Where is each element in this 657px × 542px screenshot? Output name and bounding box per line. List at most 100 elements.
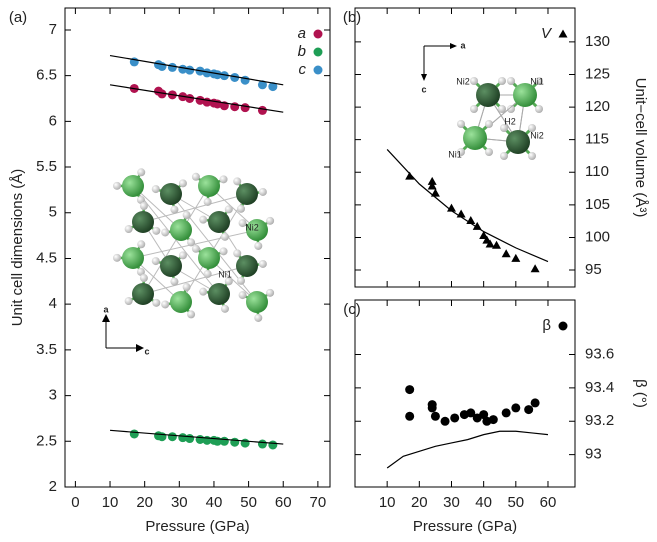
hydrogen [233, 177, 242, 186]
hydrogen [136, 195, 145, 204]
legend-label: b [298, 43, 306, 60]
data-point [230, 72, 240, 82]
hydrogen [178, 179, 187, 188]
hydrogen [182, 211, 191, 220]
nickel [170, 291, 192, 313]
annotation: Ni2 [530, 130, 544, 140]
nickel [236, 255, 258, 277]
hydrogen [170, 205, 179, 214]
y-tick-label: 3.5 [36, 341, 57, 358]
annotation: Ni1 [218, 269, 232, 279]
y-tick-label: 93.4 [585, 379, 614, 396]
nickel [160, 183, 182, 205]
legend-marker [313, 65, 323, 75]
hydrogen [470, 77, 478, 85]
x-tick-label: 60 [275, 494, 292, 511]
hydrogen [457, 120, 465, 128]
y-tick-label: 2.5 [36, 432, 57, 449]
nickel [208, 211, 230, 233]
x-axis-label: Pressure (GPa) [145, 518, 249, 535]
hydrogen [191, 172, 200, 181]
hydrogen [187, 238, 196, 247]
data-point [219, 71, 229, 81]
x-tick-label: 20 [411, 494, 428, 511]
hydrogen [161, 300, 170, 309]
y-tick-label: 93.6 [585, 346, 614, 363]
y-tick-label: 6 [49, 112, 57, 129]
y-tick-label: 95 [585, 261, 602, 278]
data-point [167, 62, 177, 72]
annotation: Ni2 [245, 222, 259, 232]
plot-frame [64, 7, 331, 488]
y-tick-label: 100 [585, 228, 610, 245]
hydrogen [161, 228, 170, 237]
data-point [185, 65, 195, 75]
legend-label: V [541, 25, 553, 42]
nickel [198, 247, 220, 269]
y-tick-label: 4 [49, 295, 57, 312]
annotation: a [103, 304, 109, 314]
hydrogen [238, 291, 247, 300]
y-tick-label: 110 [585, 163, 609, 180]
plot-frame [354, 7, 576, 288]
hydrogen [233, 249, 242, 258]
hydrogen [199, 287, 208, 296]
nickel [236, 183, 258, 205]
y-tick-label: 125 [585, 65, 610, 82]
hydrogen [507, 105, 515, 113]
hydrogen [224, 205, 233, 214]
y-tick-label: 7 [49, 21, 57, 38]
x-tick-label: 50 [240, 494, 257, 511]
nickel [198, 175, 220, 197]
hydrogen [254, 313, 263, 322]
x-tick-label: 40 [206, 494, 223, 511]
data-point [501, 408, 511, 418]
data-point [450, 413, 460, 423]
nickel [513, 83, 537, 107]
data-point [524, 405, 534, 415]
hydrogen [258, 259, 267, 268]
annotation: Ni2 [456, 76, 470, 86]
data-point [212, 70, 222, 80]
data-point [427, 181, 437, 190]
hydrogen [238, 219, 247, 228]
data-point [466, 408, 476, 418]
data-point [268, 82, 278, 92]
bond [132, 229, 258, 259]
legend-marker [558, 321, 568, 331]
nickel [170, 219, 192, 241]
hydrogen [182, 283, 191, 292]
fit-line [109, 84, 284, 113]
data-point [257, 80, 267, 90]
data-point [240, 103, 250, 113]
hydrogen [219, 175, 228, 184]
panel-label: (c) [343, 301, 361, 318]
data-point [257, 105, 267, 115]
hydrogen [528, 124, 536, 132]
annotation: Ni1 [530, 76, 544, 86]
hydrogen [528, 152, 536, 160]
annotation: c [144, 346, 149, 356]
nickel [246, 219, 268, 241]
y-tick-label: 4.5 [36, 249, 57, 266]
hydrogen [266, 288, 275, 297]
y-tick-label: 2 [49, 478, 57, 495]
data-point [257, 439, 267, 449]
plot-frame [354, 299, 576, 488]
data-point [219, 436, 229, 446]
hydrogen [498, 77, 506, 85]
hydrogen [137, 168, 146, 177]
hydrogen [199, 215, 208, 224]
y-tick-label: 130 [585, 33, 610, 50]
axis-arrow [423, 45, 454, 78]
panel-label: (b) [343, 9, 361, 26]
axis-arrow [102, 314, 144, 352]
data-point [240, 438, 250, 448]
x-tick-label: 30 [443, 494, 460, 511]
hydrogen [220, 232, 229, 241]
fit-line [386, 430, 549, 469]
nickel [160, 255, 182, 277]
hydrogen [258, 187, 267, 196]
data-point [167, 432, 177, 442]
